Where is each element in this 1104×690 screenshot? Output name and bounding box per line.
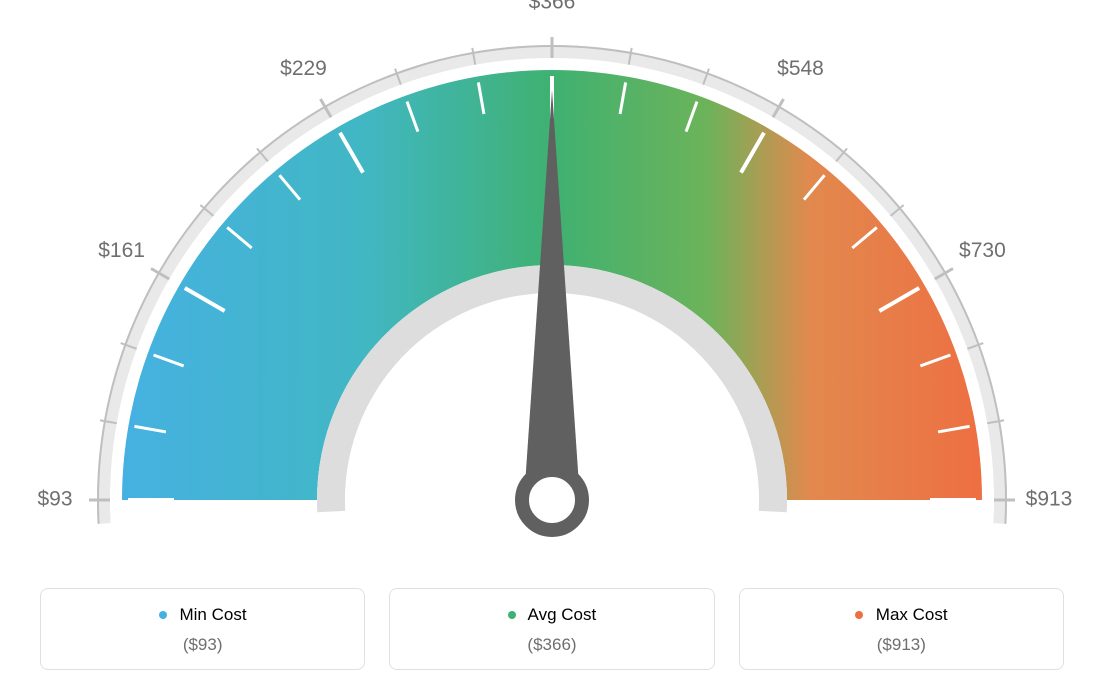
svg-text:$548: $548 <box>777 57 824 80</box>
dot-icon <box>508 611 516 619</box>
svg-text:$93: $93 <box>37 488 72 511</box>
svg-text:$913: $913 <box>1026 488 1073 511</box>
legend-value-max: ($913) <box>740 635 1063 655</box>
legend-card-avg: Avg Cost ($366) <box>389 588 714 670</box>
legend-title-max: Max Cost <box>876 605 948 624</box>
svg-text:$161: $161 <box>98 239 145 262</box>
legend-title-min: Min Cost <box>179 605 246 624</box>
legend-title-avg: Avg Cost <box>528 605 597 624</box>
legend-card-min: Min Cost ($93) <box>40 588 365 670</box>
legend-value-avg: ($366) <box>390 635 713 655</box>
dot-icon <box>159 611 167 619</box>
svg-text:$229: $229 <box>280 57 327 80</box>
svg-text:$730: $730 <box>959 239 1006 262</box>
legend-card-max: Max Cost ($913) <box>739 588 1064 670</box>
dot-icon <box>855 611 863 619</box>
legend-value-min: ($93) <box>41 635 364 655</box>
legend-row: Min Cost ($93) Avg Cost ($366) Max Cost … <box>40 588 1064 670</box>
cost-gauge: $93 $161 $229 $366 $548 $730 $913 <box>0 0 1104 560</box>
svg-text:$366: $366 <box>529 0 576 14</box>
